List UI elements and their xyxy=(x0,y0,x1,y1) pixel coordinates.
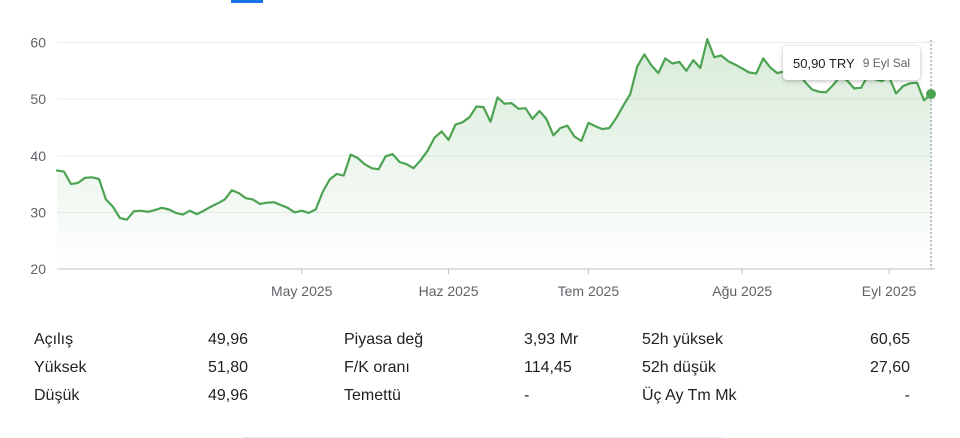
stat-value: 3,93 Mr xyxy=(524,331,579,348)
stat-label: 52h düşük xyxy=(642,359,716,376)
y-tick-label: 30 xyxy=(30,204,46,220)
stat-value: 114,45 xyxy=(524,359,572,376)
price-chart[interactable]: 60 50 40 30 20 May 2025 Haz 2025 Tem 2025 Ağu 2… xyxy=(0,0,960,300)
x-tick-label: Eyl 2025 xyxy=(862,283,917,299)
price-area xyxy=(57,39,931,269)
key-stats-table: Açılış 49,96 Piyasa değ 3,93 Mr 52h yüks… xyxy=(34,326,914,410)
y-tick-label: 20 xyxy=(30,261,46,277)
stat-label: F/K oranı xyxy=(344,359,410,376)
stat-label: Açılış xyxy=(34,331,74,348)
y-axis-labels: 60 50 40 30 20 xyxy=(30,35,46,278)
stat-value: - xyxy=(904,387,910,404)
x-tick-label: Tem 2025 xyxy=(558,283,620,299)
y-tick-label: 60 xyxy=(30,35,46,51)
current-price-dot xyxy=(926,89,936,100)
stat-label: Temettü xyxy=(344,387,401,404)
tooltip-price: 50,90 TRY xyxy=(793,55,855,71)
x-tick-label: May 2025 xyxy=(271,283,333,299)
x-axis: May 2025 Haz 2025 Tem 2025 Ağu 2025 Eyl 2025 xyxy=(57,268,935,299)
x-tick-label: Ağu 2025 xyxy=(712,283,772,299)
stat-label: Düşük xyxy=(34,387,80,404)
stats-row: Yüksek 51,80 F/K oranı 114,45 52h düşük … xyxy=(34,354,914,382)
stat-value: 49,96 xyxy=(207,331,248,348)
tooltip-date: 9 Eyl Sal xyxy=(862,56,911,70)
stat-label: Üç Ay Tm Mk xyxy=(642,387,737,404)
stat-value: - xyxy=(524,387,530,404)
y-tick-label: 40 xyxy=(30,148,46,164)
stat-value: 49,96 xyxy=(207,387,248,404)
stat-value: 27,60 xyxy=(869,359,910,376)
stat-label: Yüksek xyxy=(34,359,87,376)
active-tab-indicator xyxy=(231,0,263,3)
x-tick-label: Haz 2025 xyxy=(419,283,479,299)
stats-row: Açılış 49,96 Piyasa değ 3,93 Mr 52h yüks… xyxy=(34,326,914,354)
stat-label: Piyasa değ xyxy=(344,331,424,348)
stats-row: Düşük 49,96 Temettü - Üç Ay Tm Mk - xyxy=(34,382,914,410)
price-tooltip: 50,90 TRY 9 Eyl Sal xyxy=(783,46,921,80)
stat-value: 51,80 xyxy=(207,359,248,376)
y-tick-label: 50 xyxy=(30,91,46,107)
stat-label: 52h yüksek xyxy=(642,331,723,348)
stat-value: 60,65 xyxy=(869,331,910,348)
